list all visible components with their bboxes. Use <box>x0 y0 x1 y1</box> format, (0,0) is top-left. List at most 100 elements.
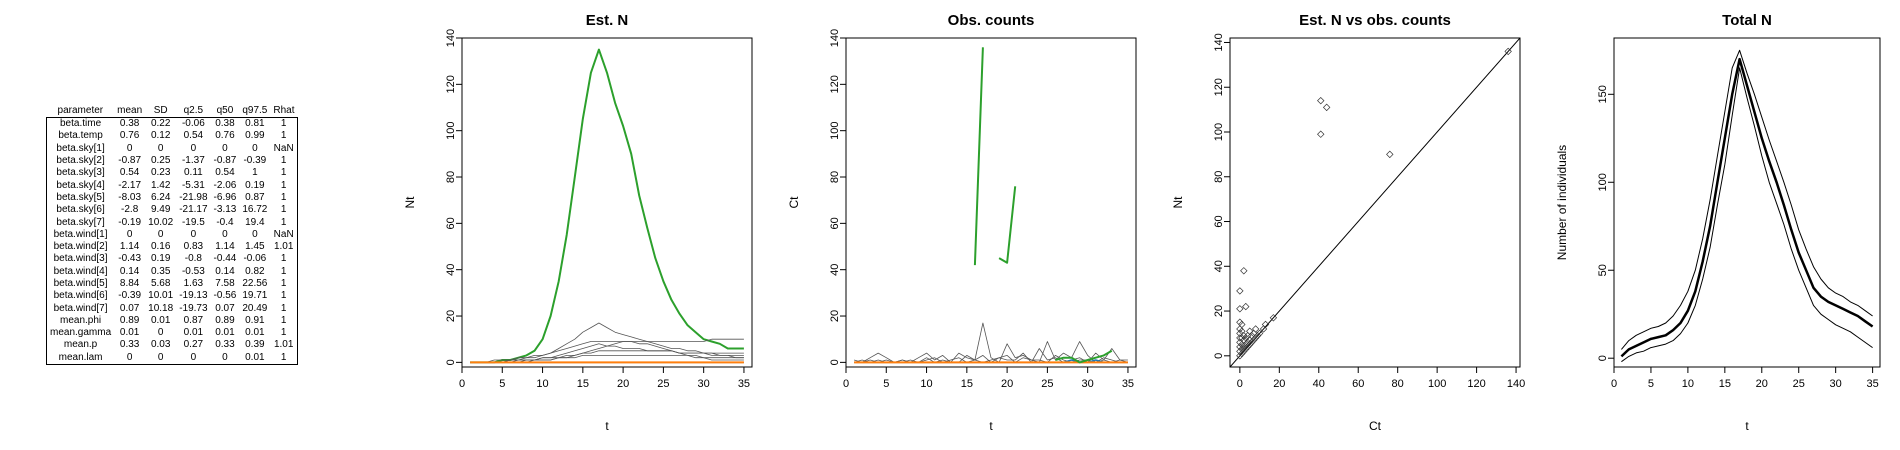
y-tick-label: 80 <box>829 171 841 183</box>
table-cell: 0.38 <box>215 118 235 130</box>
table-cell: 0 <box>252 142 258 154</box>
table-cell: 0.54 <box>119 167 140 179</box>
table-cell: 1.63 <box>183 278 204 289</box>
x-tick-label: 60 <box>1352 378 1364 390</box>
y-tick-label: 40 <box>445 264 457 276</box>
x-tick-label: 25 <box>1793 378 1805 390</box>
table-row: beta.wind[5] 8.84 5.68 1.63 7.58 22.56 1 <box>47 278 298 290</box>
table-cell: 1 <box>280 314 287 326</box>
table-row: mean.gamma 0.01 0 0.01 0.01 0.01 1 <box>47 327 298 339</box>
table-cell: 1 <box>280 204 287 216</box>
x-tick-label: 25 <box>1041 378 1053 390</box>
table-cell: 10.01 <box>148 290 174 302</box>
table-cell: 0 <box>126 142 133 154</box>
x-tick-label: 20 <box>1273 378 1285 390</box>
table-cell: beta.wind[2] <box>53 241 108 253</box>
y-tick-label: 20 <box>829 310 841 322</box>
y-tick-label: 100 <box>829 121 841 139</box>
series-line <box>1621 49 1873 350</box>
x-tick-label: 35 <box>738 378 750 390</box>
table-cell: beta.sky[3] <box>56 167 105 179</box>
table-cell: beta.sky[2] <box>56 155 105 167</box>
table-cell: -2.06 <box>213 179 237 191</box>
table-row: mean.p 0.33 0.03 0.27 0.33 0.39 1.01 <box>47 339 298 351</box>
table-cell: 0.38 <box>119 118 140 130</box>
scatter-point <box>1246 340 1254 349</box>
table-cell: beta.sky[6] <box>56 204 105 216</box>
table-cell: -0.87 <box>213 155 237 167</box>
scatter-point <box>1386 150 1394 159</box>
table-header-cell: mean <box>117 105 143 116</box>
table-cell: -0.43 <box>118 253 142 265</box>
series-line <box>470 322 744 363</box>
table-cell: 0 <box>126 351 133 363</box>
table-row: beta.temp 0.76 0.12 0.54 0.76 0.99 1 <box>47 130 298 142</box>
table-cell: 8.84 <box>119 278 140 289</box>
table-cell: 0.01 <box>150 314 171 326</box>
table-cell: 1 <box>280 130 287 142</box>
x-axis-label: t <box>1745 419 1749 433</box>
x-axis-label: Ct <box>1369 419 1382 433</box>
table-cell: -19.5 <box>181 216 205 228</box>
x-tick-label: 35 <box>1122 378 1134 390</box>
y-tick-label: 50 <box>1597 264 1609 276</box>
y-tick-label: 120 <box>1213 78 1225 96</box>
table-cell: -2.8 <box>121 204 139 216</box>
table-cell: beta.wind[4] <box>53 265 108 277</box>
x-tick-label: 10 <box>536 378 548 390</box>
x-tick-label: 25 <box>657 378 669 390</box>
table-cell: -0.4 <box>216 216 234 228</box>
table-cell: -19.73 <box>179 302 208 314</box>
y-axis-label: Nt <box>403 196 417 209</box>
table-cell: -21.17 <box>179 204 208 216</box>
x-tick-label: 15 <box>961 378 973 390</box>
table-cell: 0.33 <box>215 339 235 351</box>
scatter-point <box>1240 267 1248 275</box>
table-cell: 0 <box>222 351 228 363</box>
chart-title: Est. N vs obs. counts <box>1299 12 1451 29</box>
x-tick-label: 80 <box>1392 378 1404 390</box>
table-cell: 1 <box>280 155 287 167</box>
series-line <box>1620 57 1874 358</box>
table-row: beta.sky[6] -2.8 9.49 -21.17 -3.13 16.72 1 <box>47 204 298 216</box>
table-cell: 0 <box>222 228 228 240</box>
y-axis-label: Nt <box>1171 196 1185 209</box>
scatter-point <box>1317 130 1325 138</box>
table-cell: 0.14 <box>215 265 235 277</box>
table-cell: 0.11 <box>184 167 203 179</box>
table-cell: 0.01 <box>119 327 140 339</box>
series-line <box>973 47 1113 364</box>
table-cell: -21.98 <box>179 191 208 203</box>
scatter-point <box>1322 103 1331 112</box>
table-cell: beta.sky[5] <box>56 191 105 203</box>
table-cell: 0.12 <box>150 130 171 142</box>
table-cell: -0.06 <box>181 118 205 130</box>
table-cell: NaN <box>273 142 294 154</box>
parameter-summary-table: parameter mean SD q2.5 q50 q97.5 Rhat beta.tim… <box>46 105 298 365</box>
scatter-point <box>1269 314 1278 322</box>
table-cell: 5.68 <box>150 278 171 289</box>
scatter-point <box>1236 325 1244 333</box>
table-cell: 1 <box>280 179 287 191</box>
table-cell: 7.58 <box>215 278 235 289</box>
table-cell: mean.gamma <box>50 327 112 339</box>
scatter-point <box>1236 329 1244 338</box>
scatter-point <box>1240 347 1248 356</box>
table-cell: 22.56 <box>242 278 268 289</box>
table-header-cell: q50 <box>216 105 234 116</box>
table-cell: 19.71 <box>242 290 268 302</box>
x-tick-label: 15 <box>1719 378 1731 390</box>
x-tick-label: 5 <box>1648 378 1654 390</box>
table-cell: 0.03 <box>150 339 171 351</box>
scatter-point <box>1249 336 1258 344</box>
table-cell: 0.82 <box>245 265 265 277</box>
table-cell: 0.19 <box>245 179 265 191</box>
table-cell: -19.13 <box>179 290 208 302</box>
table-header-cell: q97.5 <box>242 105 268 116</box>
chart-title: Total N <box>1722 12 1772 29</box>
table-cell: 0.89 <box>119 314 140 326</box>
x-tick-label: 5 <box>499 378 505 390</box>
table-cell: -0.39 <box>118 290 142 302</box>
y-tick-label: 20 <box>1213 305 1225 317</box>
